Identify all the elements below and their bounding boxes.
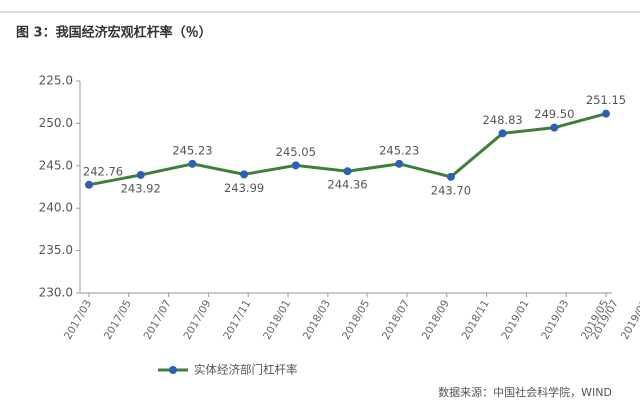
y-tick-label: 250.0: [39, 116, 73, 130]
point: [602, 109, 610, 118]
point: [85, 180, 93, 189]
legend-label: 实体经济部门杠杆率: [194, 363, 298, 377]
y-tick-label: 230.0: [39, 286, 73, 300]
data-label: 249.50: [534, 107, 574, 121]
x-tick-label: 2017/11: [221, 298, 253, 342]
point: [188, 159, 197, 168]
point: [550, 123, 559, 132]
x-tick-label: 2017/07: [142, 298, 174, 342]
x-tick-label: 2017/05: [102, 298, 134, 342]
x-tick-label: 2017/09: [181, 298, 213, 342]
point: [446, 172, 455, 181]
point: [498, 129, 507, 138]
data-label: 243.99: [224, 181, 264, 195]
x-tick-label: 2018/03: [301, 298, 333, 342]
source: 数据来源：中国社会科学院，WIND: [438, 385, 612, 399]
x-tick-label: 2019/09: [619, 298, 640, 342]
x-tick-label: 2019/01: [499, 298, 531, 342]
data-label: 245.23: [172, 143, 212, 157]
x-tick-label: 2018/09: [420, 298, 452, 342]
chart-title: 图 3：我国经济宏观杠杆率（％）: [16, 25, 212, 41]
y-tick-label: 225.0: [39, 74, 73, 88]
x-tick-label: 2018/11: [460, 298, 492, 342]
point: [343, 167, 352, 176]
data-label: 251.15: [586, 93, 626, 107]
x-tick-label: 2018/07: [380, 298, 412, 342]
y-tick-label: 235.0: [39, 243, 73, 257]
data-label: 242.76: [83, 164, 123, 178]
data-label: 244.36: [327, 178, 367, 192]
data-label: 243.70: [431, 183, 471, 197]
x-tick-label: 2019/03: [539, 298, 571, 342]
data-label: 248.83: [482, 113, 522, 127]
y-tick-label: 245.0: [39, 158, 73, 172]
x-tick-label: 2017/03: [62, 298, 94, 342]
point: [291, 161, 300, 170]
point: [136, 170, 145, 179]
point: [240, 170, 249, 179]
data-label: 243.92: [121, 181, 161, 195]
data-label: 245.05: [276, 145, 316, 159]
x-tick-label: 2018/01: [261, 298, 293, 342]
y-tick-label: 240.0: [39, 201, 73, 215]
point: [395, 159, 404, 168]
x-tick-label: 2018/05: [340, 298, 372, 342]
legend-marker: [169, 366, 177, 374]
data-label: 245.23: [379, 143, 419, 157]
